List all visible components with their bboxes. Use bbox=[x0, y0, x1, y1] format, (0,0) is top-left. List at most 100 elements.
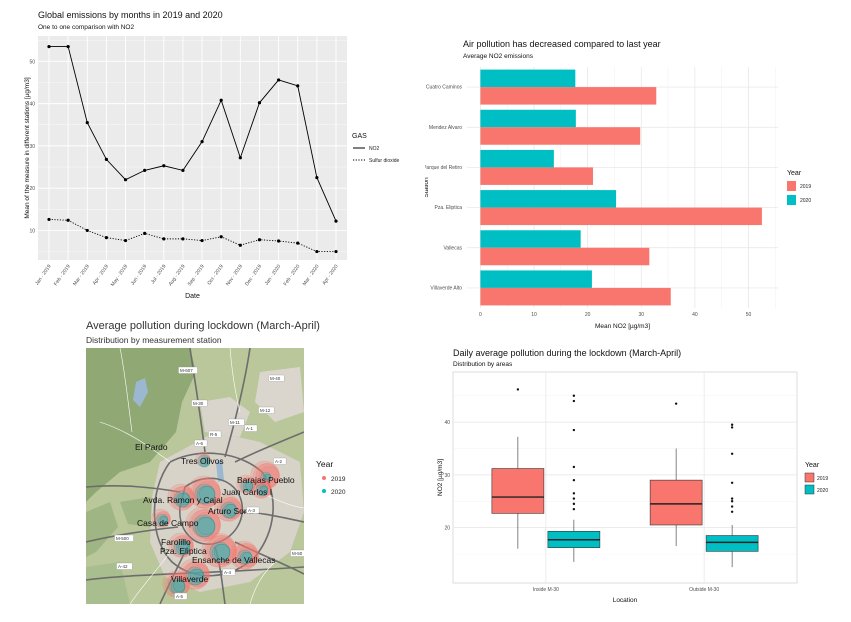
map-station-label: Barajas Pueblo bbox=[237, 475, 295, 485]
bar-category-label: Villaverde Alto bbox=[430, 285, 462, 291]
bubble-2019 bbox=[244, 479, 256, 492]
road-label: A-1 bbox=[246, 426, 254, 431]
bubble-2019 bbox=[250, 460, 280, 490]
point-sulfur bbox=[334, 249, 338, 254]
box-outlier bbox=[730, 452, 734, 455]
road-label: M-30 bbox=[193, 401, 204, 406]
bubble-2020 bbox=[211, 543, 231, 563]
point-no2 bbox=[143, 168, 147, 172]
bubble-2020 bbox=[245, 481, 254, 491]
road-shield bbox=[174, 592, 188, 600]
bar-xtick-label: 0 bbox=[479, 312, 482, 318]
point-sulfur bbox=[123, 238, 128, 243]
legend-label-2020: 2020 bbox=[800, 198, 811, 204]
bubble-2019 bbox=[253, 480, 272, 499]
point-no2 bbox=[334, 219, 338, 223]
map-legend-label-2020: 2020 bbox=[331, 489, 346, 496]
bubble-2019 bbox=[156, 511, 171, 525]
road-label: A-2 bbox=[275, 459, 283, 464]
bubble-2019 bbox=[195, 451, 211, 467]
bar-2020 bbox=[480, 270, 592, 288]
bar-2020 bbox=[480, 230, 581, 248]
bubble-2019 bbox=[181, 561, 210, 590]
bubble-2019 bbox=[198, 454, 211, 467]
legend-label-2019: 2019 bbox=[800, 184, 811, 190]
box-2019 bbox=[649, 479, 703, 526]
box-chart-title: Daily average pollution during the lockd… bbox=[453, 348, 681, 358]
map-station-label: Ensanche de Vallecas bbox=[192, 555, 275, 565]
bubble-2020 bbox=[220, 501, 238, 519]
bar-xtick-label: 30 bbox=[638, 312, 644, 318]
bar-chart-legend: Year 2019 2020 bbox=[787, 170, 811, 205]
legend-key-2019 bbox=[787, 181, 796, 191]
bubble-2019 bbox=[214, 494, 242, 522]
point-no2 bbox=[181, 168, 185, 172]
bar-legend-title: Year bbox=[787, 170, 802, 177]
box-outlier bbox=[572, 492, 576, 495]
bubble-2020 bbox=[239, 551, 253, 565]
bubble-2019 bbox=[170, 486, 195, 511]
bubble-2019 bbox=[193, 511, 221, 540]
bar-category-label: Parque del Retiro bbox=[425, 165, 462, 171]
box-legend-title: Year bbox=[805, 462, 820, 469]
road-shield bbox=[178, 366, 198, 374]
bubble-2020 bbox=[185, 566, 205, 586]
box-legend-key-2019 bbox=[804, 472, 815, 483]
bar-2019 bbox=[480, 127, 641, 145]
line-xtick-label: Jul - 2019 bbox=[150, 264, 168, 286]
bubble-2019 bbox=[209, 537, 237, 566]
bubble-2019 bbox=[190, 509, 221, 539]
line-ytick-label: 30 bbox=[29, 144, 35, 150]
point-no2 bbox=[123, 178, 128, 182]
bubble-2019 bbox=[200, 454, 211, 464]
map-station-label: Villaverde bbox=[171, 574, 208, 584]
bar-2019 bbox=[480, 87, 657, 105]
bar-category-label: Mendez Alvaro bbox=[429, 125, 462, 131]
box-chart-subtitle: Distribution by areas bbox=[453, 361, 513, 368]
road-label: M-12 bbox=[260, 408, 271, 413]
box-outlier bbox=[572, 394, 576, 397]
line-ytick-label: 10 bbox=[29, 228, 35, 234]
line-plot-panel bbox=[38, 36, 347, 260]
line-xtick-label: Aug - 2019 bbox=[168, 264, 187, 288]
bar-2019 bbox=[480, 167, 594, 185]
map-station-label: Juan Carlos I bbox=[222, 487, 272, 497]
bubble-2020 bbox=[260, 471, 272, 483]
line-xtick-label: Jan - 2019 bbox=[34, 264, 53, 287]
line-xtick-label: Mar - 2019 bbox=[72, 264, 91, 287]
map-chart-subtitle: Distribution by measurement station bbox=[86, 335, 222, 345]
line-chart-title: Global emissions by months in 2019 and 2… bbox=[38, 10, 223, 20]
road-shield bbox=[244, 424, 258, 432]
line-xtick-label: Oct - 2019 bbox=[207, 264, 225, 287]
box-xtick-label: Outside M-30 bbox=[689, 587, 719, 593]
bubble-2020 bbox=[225, 503, 238, 517]
map-station-label: Tres Olivos bbox=[181, 456, 224, 466]
bubble-2020 bbox=[194, 483, 216, 505]
road-shield bbox=[208, 430, 222, 438]
bar-plot-panel bbox=[467, 67, 778, 308]
bubble-2020 bbox=[255, 483, 269, 497]
box-outlier bbox=[572, 465, 576, 469]
point-sulfur bbox=[238, 243, 242, 247]
point-no2 bbox=[277, 78, 281, 82]
road-label: A-6 bbox=[196, 441, 204, 446]
box-outlier bbox=[516, 388, 520, 391]
bubble-2019 bbox=[219, 497, 242, 519]
point-sulfur bbox=[315, 249, 319, 254]
point-no2 bbox=[104, 157, 108, 162]
bubble-2019 bbox=[201, 532, 237, 568]
legend-label-sulfur: Sulfur dioxide bbox=[369, 158, 400, 164]
point-sulfur bbox=[277, 239, 281, 243]
point-sulfur bbox=[181, 237, 185, 241]
point-sulfur bbox=[47, 217, 51, 222]
road-shield bbox=[191, 399, 208, 407]
line-xtick-label: Apr - 2019 bbox=[92, 264, 110, 287]
road-label: M-40 bbox=[270, 376, 281, 381]
bubble-2019 bbox=[234, 543, 259, 567]
bar-x-axis-title: Mean NO2 [µg/m3] bbox=[595, 323, 650, 330]
bubble-2020 bbox=[175, 492, 191, 508]
bubble-2020 bbox=[237, 549, 253, 565]
box-2019 bbox=[491, 468, 545, 514]
series-line-no2 bbox=[49, 46, 337, 222]
road-label: A-3 bbox=[248, 508, 256, 513]
